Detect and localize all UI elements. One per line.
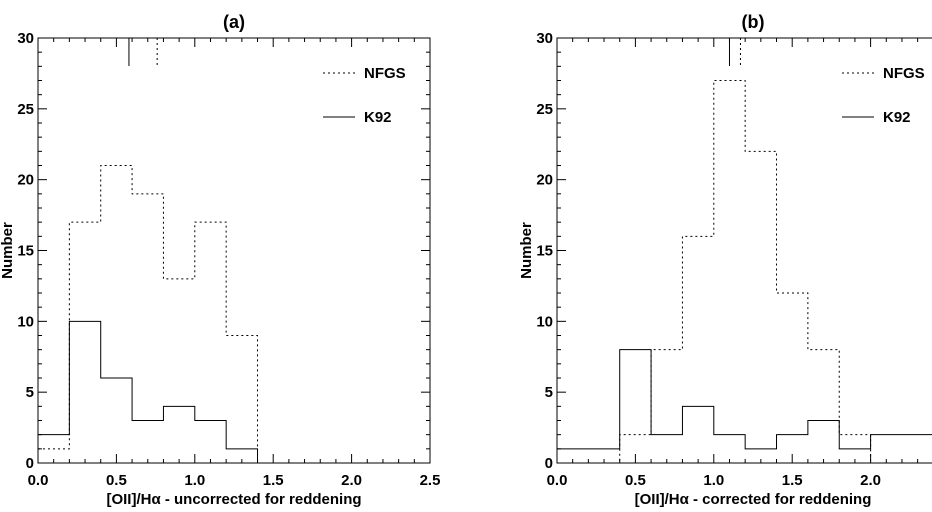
ticks-a: 0.0 0.5 1.0 1.5 2.0 2.5 0 5 10 15 20 25 30: [17, 30, 440, 489]
plot-frame-b: [556, 37, 932, 464]
x-tick-label: 0.0: [547, 472, 568, 489]
histogram-k92: [38, 320, 259, 463]
x-axis-label-b: [OII]/Hα - corrected for reddening: [635, 491, 872, 508]
legend-a: NFGS K92: [323, 65, 406, 126]
x-tick-label: 1.0: [184, 472, 205, 489]
y-tick-label: 5: [545, 384, 553, 401]
y-axis-label-b: Number: [518, 222, 535, 279]
y-tick-label: 10: [17, 313, 34, 330]
histograms-b: [557, 80, 932, 464]
legend-label-k92-a: K92: [364, 109, 392, 126]
x-tick-label: 0.0: [28, 472, 49, 489]
panel-title-b: (b): [742, 12, 765, 32]
y-tick-label: 20: [17, 172, 34, 189]
histogram-k92: [557, 349, 932, 450]
y-tick-label: 10: [536, 313, 553, 330]
panel-a: (a) Number [OII]/Hα - uncorrected for re…: [0, 12, 440, 508]
y-tick-label: 30: [17, 30, 34, 47]
x-tick-label: 2.5: [420, 472, 441, 489]
y-tick-label: 15: [17, 243, 34, 260]
legend-label-nfgs-b: NFGS: [883, 65, 925, 82]
y-tick-label: 0: [545, 455, 553, 472]
legend-b: NFGS K92: [842, 65, 925, 126]
histogram-nfgs: [38, 165, 259, 463]
x-tick-label: 0.5: [625, 472, 646, 489]
x-tick-label: 1.0: [703, 472, 724, 489]
plot-frame-a: [37, 37, 431, 464]
x-tick-label: 2.0: [860, 472, 881, 489]
legend-label-nfgs-a: NFGS: [364, 65, 406, 82]
x-axis-label-a: [OII]/Hα - uncorrected for reddening: [106, 491, 361, 508]
panel-title-a: (a): [223, 12, 245, 32]
histograms-a: [38, 165, 259, 463]
legend-label-k92-b: K92: [883, 109, 911, 126]
x-tick-label: 0.5: [106, 472, 127, 489]
x-tick-label: 1.5: [782, 472, 803, 489]
y-tick-label: 5: [26, 384, 34, 401]
y-tick-label: 15: [536, 243, 553, 260]
histogram-nfgs: [557, 80, 932, 464]
median-markers-a: [128, 38, 158, 66]
y-tick-label: 25: [17, 101, 34, 118]
y-tick-label: 30: [536, 30, 553, 47]
median-markers-b: [728, 38, 741, 66]
x-tick-label: 1.5: [263, 472, 284, 489]
y-axis-label-a: Number: [0, 222, 16, 279]
y-tick-label: 20: [536, 172, 553, 189]
x-tick-label: 2.0: [341, 472, 362, 489]
y-tick-label: 25: [536, 101, 553, 118]
y-tick-label: 0: [26, 455, 34, 472]
panel-b: (b) Number [OII]/Hα - corrected for redd…: [518, 12, 932, 508]
